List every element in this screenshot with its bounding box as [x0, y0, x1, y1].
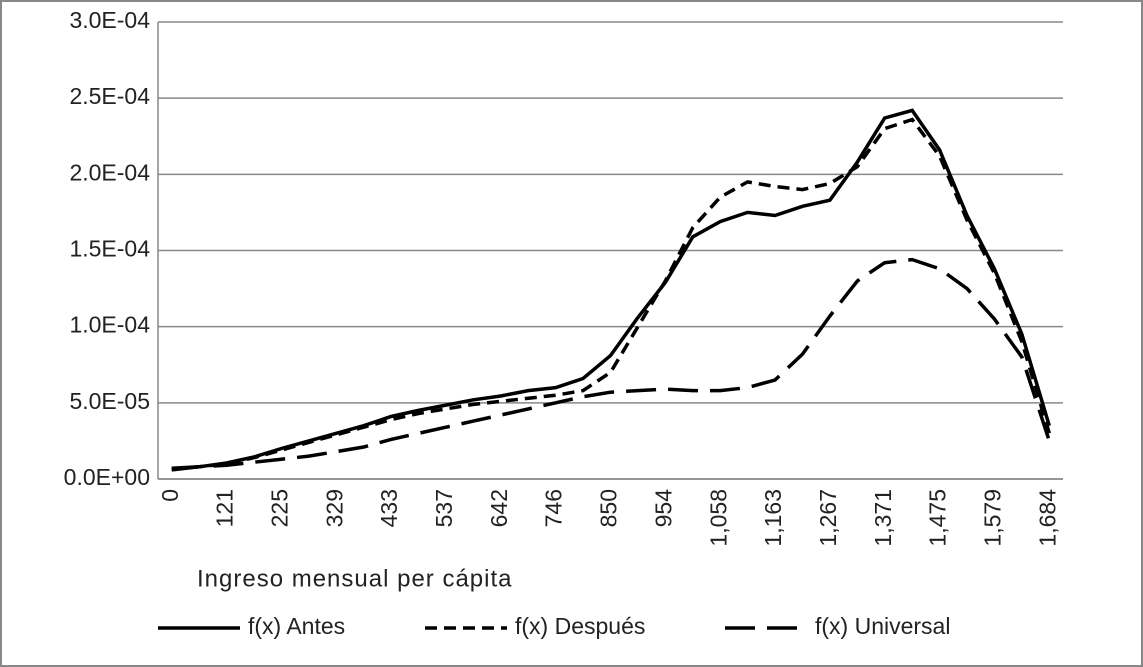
x-tick-label: 954	[650, 489, 676, 528]
y-tick-label: 1.5E-04	[69, 236, 150, 262]
legend-label: f(x) Antes	[248, 613, 345, 639]
x-axis-label: Ingreso mensual per cápita	[197, 565, 513, 592]
x-tick-label: 0	[157, 489, 183, 502]
x-tick-label: 1,163	[760, 489, 786, 547]
y-tick-label: 1.0E-04	[69, 312, 150, 338]
x-tick-label: 1,579	[980, 489, 1006, 547]
x-tick-label: 329	[321, 489, 347, 527]
x-tick-label: 850	[596, 489, 622, 527]
x-tick-label: 433	[376, 489, 402, 527]
series-line	[171, 108, 1051, 471]
series-line	[171, 257, 1051, 472]
y-tick-label: 5.0E-05	[69, 388, 150, 414]
x-tick-label: 1,684	[1034, 489, 1060, 547]
x-tick-label: 121	[212, 489, 238, 527]
x-tick-label: 642	[486, 489, 512, 527]
x-tick-label: 537	[431, 489, 457, 527]
x-tick-label: 1,371	[870, 489, 896, 547]
y-tick-label: 2.0E-04	[69, 159, 150, 185]
y-tick-label: 0.0E+00	[64, 464, 150, 490]
x-tick-label: 1,475	[925, 489, 951, 547]
legend-label: f(x) Después	[515, 613, 645, 639]
x-tick-label: 746	[541, 489, 567, 527]
x-tick-label: 225	[266, 489, 292, 527]
y-tick-label: 3.0E-04	[69, 7, 150, 33]
legend-label: f(x) Universal	[815, 613, 950, 639]
x-tick-label: 1,267	[815, 489, 841, 547]
y-tick-label: 2.5E-04	[69, 83, 150, 109]
x-tick-label: 1,058	[705, 489, 731, 547]
